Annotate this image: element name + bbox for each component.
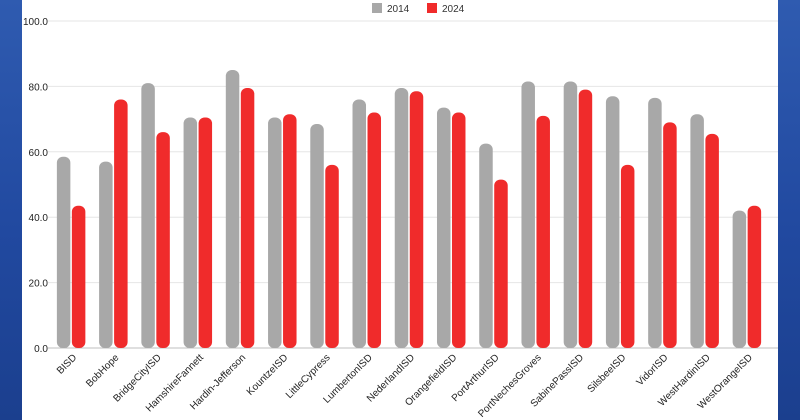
- bar-2024-LumbertonISD: [367, 112, 382, 348]
- bar-2024-SilsbeeISD: [620, 164, 635, 348]
- x-tick-label: KountzeISD: [245, 352, 291, 398]
- bar-2024-KountzeISD: [283, 114, 297, 348]
- bar-2014-KountzeISD: [268, 117, 282, 348]
- bar-2024-LittleCypress: [325, 164, 339, 348]
- legend-swatch: [372, 3, 382, 13]
- bar-2024-BISD: [71, 205, 86, 348]
- x-tick-label: SilsbeeISD: [586, 352, 629, 395]
- bar-2014-OrangefieldISD: [436, 107, 451, 348]
- bar-2014-SilsbeeISD: [605, 96, 620, 349]
- y-tick-label: 40.0: [29, 213, 49, 224]
- y-tick-label: 20.0: [29, 279, 49, 290]
- bar-2014-Hardin-Jefferson: [225, 70, 240, 349]
- bar-2024-OrangefieldISD: [451, 112, 466, 348]
- y-tick-label: 100.0: [23, 17, 48, 28]
- y-tick-label: 60.0: [29, 148, 49, 159]
- bar-2024-WestHardinISD: [705, 133, 719, 348]
- bar-2014-PortArthurISD: [479, 143, 493, 348]
- bar-2024-BridgeCityISD: [156, 132, 170, 348]
- bar-2014-WestOrangeISD: [732, 210, 747, 348]
- bar-2024-SabinePassISD: [578, 89, 593, 349]
- x-tick-label: BobHope: [84, 352, 122, 390]
- bar-2014-LittleCypress: [310, 124, 324, 348]
- bar-2014-BISD: [56, 156, 71, 348]
- y-tick-label: 80.0: [29, 82, 49, 93]
- bar-2014-WestHardinISD: [690, 114, 704, 348]
- bar-2024-VidorISD: [663, 122, 677, 349]
- bar-2014-BobHope: [99, 161, 113, 348]
- legend-label: 2014: [387, 4, 410, 15]
- bar-2014-HamshireFannett: [183, 117, 198, 348]
- bar-2024-NederlandISD: [409, 91, 424, 349]
- x-tick-label: VidorISD: [635, 352, 671, 388]
- chart-panel: 0.0 20.0 40.0 60.0 80.0 100.0 BISD BobHope Bridg…: [22, 0, 778, 420]
- bar-2024-BobHope: [114, 99, 128, 348]
- bar-2014-NederlandISD: [394, 88, 409, 348]
- bar-2014-LumbertonISD: [352, 99, 367, 348]
- bar-2024-PortNechesGroves: [536, 115, 550, 348]
- bar-2014-SabinePassISD: [563, 81, 578, 349]
- bar-2014-PortNechesGroves: [521, 81, 535, 349]
- bar-2014-VidorISD: [648, 97, 662, 348]
- bar-2024-Hardin-Jefferson: [240, 88, 255, 348]
- bar-2024-WestOrangeISD: [747, 205, 762, 348]
- x-tick-label: BISD: [55, 352, 79, 376]
- y-tick-label: 0.0: [34, 344, 48, 355]
- bar-2024-PortArthurISD: [494, 179, 508, 348]
- bar-2024-HamshireFannett: [198, 117, 213, 348]
- legend-swatch: [427, 3, 437, 13]
- legend-label: 2024: [442, 4, 465, 15]
- bar-2014-BridgeCityISD: [141, 83, 155, 348]
